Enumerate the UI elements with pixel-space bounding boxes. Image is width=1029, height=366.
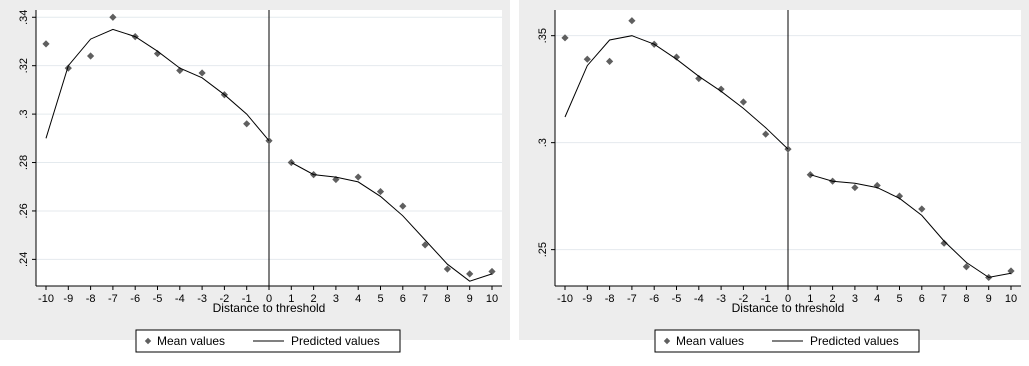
x-tick-label: 0 bbox=[785, 293, 791, 305]
y-tick-label: .3 bbox=[537, 138, 549, 147]
x-tick-label: -1 bbox=[761, 293, 771, 305]
x-tick-label: -6 bbox=[130, 293, 140, 305]
mean-value-point bbox=[851, 183, 859, 192]
legend-label-mean: Mean values bbox=[676, 334, 744, 348]
x-tick-label: -10 bbox=[557, 293, 573, 305]
mean-value-point bbox=[466, 270, 474, 278]
mean-value-point bbox=[87, 52, 95, 60]
x-tick-label: -1 bbox=[242, 293, 252, 305]
x-tick-label: 8 bbox=[444, 293, 450, 305]
x-tick-label: -6 bbox=[649, 293, 659, 305]
predicted-line-segment bbox=[291, 162, 493, 282]
x-tick-label: 4 bbox=[874, 293, 880, 305]
x-tick-label: 1 bbox=[288, 293, 294, 305]
mean-value-point bbox=[109, 13, 117, 21]
x-tick-label: 1 bbox=[807, 293, 813, 305]
chart-panel-left: .24.26.28.3.32.34 -10 -9 -8 -7 -6 -5 -4 -3 -2 -1 0 1… bbox=[0, 0, 510, 366]
legend-label-mean: Mean values bbox=[157, 334, 225, 348]
y-tick-label: .35 bbox=[537, 28, 549, 43]
y-tick-label: .25 bbox=[537, 242, 549, 257]
x-tick-label: -5 bbox=[153, 293, 163, 305]
x-tick-label: 4 bbox=[355, 293, 361, 305]
predicted-line-segment bbox=[810, 174, 1012, 278]
y-tick-label: .3 bbox=[18, 110, 30, 119]
mean-value-point bbox=[354, 173, 362, 181]
mean-value-point bbox=[443, 265, 451, 273]
predicted-line-segment bbox=[564, 35, 789, 150]
mean-value-point bbox=[1007, 267, 1015, 275]
mean-value-point bbox=[762, 130, 770, 138]
x-tick-label: -8 bbox=[86, 293, 96, 305]
x-tick-label: 5 bbox=[377, 293, 383, 305]
y-tick-label: .24 bbox=[18, 252, 30, 267]
x-tick-label: 0 bbox=[266, 293, 272, 305]
x-tick-label: 6 bbox=[400, 293, 406, 305]
mean-value-point bbox=[42, 40, 50, 48]
x-axis-title: Distance to threshold bbox=[213, 301, 326, 315]
mean-value-point bbox=[488, 267, 496, 276]
x-tick-label: -2 bbox=[739, 293, 749, 305]
mean-value-point bbox=[376, 187, 385, 196]
chart-left: .24.26.28.3.32.34-10 -9 -8 -7 -6 -5 -4 -3 -2 -1 0 1… bbox=[0, 0, 510, 353]
x-tick-label: 10 bbox=[1005, 293, 1017, 305]
x-tick-label: 3 bbox=[333, 293, 339, 305]
legend-marker-mean bbox=[663, 337, 671, 345]
x-tick-label: 9 bbox=[986, 293, 992, 305]
x-tick-label: -8 bbox=[605, 293, 615, 305]
mean-value-point bbox=[873, 181, 881, 190]
mean-value-point bbox=[962, 263, 970, 271]
x-tick-label: 7 bbox=[422, 293, 428, 305]
x-axis-title: Distance to threshold bbox=[732, 301, 845, 315]
x-tick-label: 9 bbox=[467, 293, 473, 305]
mean-value-point bbox=[332, 175, 340, 184]
mean-value-point bbox=[421, 241, 429, 249]
mean-value-point bbox=[153, 49, 162, 58]
x-tick-label: 6 bbox=[919, 293, 925, 305]
x-tick-label: 7 bbox=[941, 293, 947, 305]
x-tick-label: -7 bbox=[108, 293, 118, 305]
y-tick-label: .28 bbox=[18, 155, 30, 170]
x-tick-label: 3 bbox=[852, 293, 858, 305]
y-tick-label: .26 bbox=[18, 203, 30, 218]
x-tick-label: 2 bbox=[830, 293, 836, 305]
chart-panel-right: .25.3.35 -10 -9 -8 -7 -6 -5 -4 -3 -2 -1 0 1 2 3 4 5 6 7 8 9 1… bbox=[519, 0, 1029, 366]
legend-label-predicted: Predicted values bbox=[291, 334, 380, 348]
mean-value-point bbox=[399, 202, 407, 210]
x-tick-label: -2 bbox=[220, 293, 230, 305]
x-tick-label: 5 bbox=[896, 293, 902, 305]
x-tick-label: -3 bbox=[197, 293, 207, 305]
x-tick-label: 10 bbox=[486, 293, 498, 305]
x-tick-label: -4 bbox=[694, 293, 704, 305]
legend-marker-mean bbox=[144, 337, 152, 345]
x-tick-label: 2 bbox=[311, 293, 317, 305]
mean-value-point bbox=[940, 239, 948, 247]
legend-label-predicted: Predicted values bbox=[810, 334, 899, 348]
mean-value-point bbox=[198, 69, 206, 77]
x-tick-label: -10 bbox=[38, 293, 54, 305]
y-tick-label: .34 bbox=[18, 10, 30, 25]
x-tick-label: -4 bbox=[175, 293, 185, 305]
mean-value-point bbox=[672, 53, 681, 61]
x-tick-label: -3 bbox=[716, 293, 726, 305]
x-tick-label: -7 bbox=[627, 293, 637, 305]
chart-right: .25.3.35-10 -9 -8 -7 -6 -5 -4 -3 -2 -1 0 1 2 3 4 5 6 7 8 9 1… bbox=[519, 0, 1029, 353]
mean-value-point bbox=[739, 98, 747, 106]
x-tick-label: 8 bbox=[963, 293, 969, 305]
mean-value-point bbox=[561, 34, 569, 42]
x-tick-label: -9 bbox=[63, 293, 73, 305]
predicted-line-segment bbox=[45, 28, 270, 142]
y-tick-label: .32 bbox=[18, 58, 30, 73]
mean-value-point bbox=[918, 205, 926, 213]
x-tick-label: -5 bbox=[672, 293, 682, 305]
mean-value-point bbox=[243, 120, 251, 128]
x-tick-label: -9 bbox=[582, 293, 592, 305]
